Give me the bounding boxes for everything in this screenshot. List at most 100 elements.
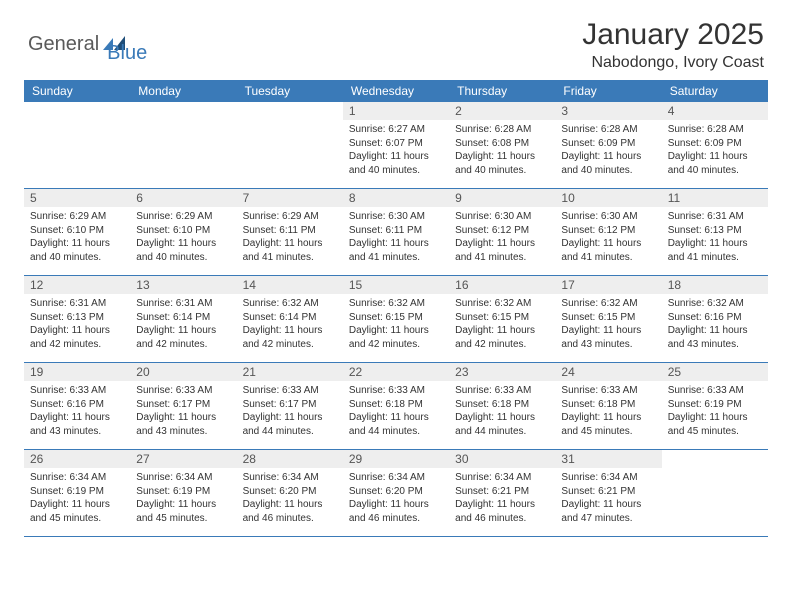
day-header: Saturday [662,80,768,102]
day-cell: 1Sunrise: 6:27 AMSunset: 6:07 PMDaylight… [343,102,449,188]
day-details: Sunrise: 6:29 AMSunset: 6:10 PMDaylight:… [130,207,236,268]
day-details: Sunrise: 6:27 AMSunset: 6:07 PMDaylight:… [343,120,449,181]
day-number: 6 [130,189,236,207]
week-row: 5Sunrise: 6:29 AMSunset: 6:10 PMDaylight… [24,189,768,276]
week-row: 26Sunrise: 6:34 AMSunset: 6:19 PMDayligh… [24,450,768,537]
day-details: Sunrise: 6:33 AMSunset: 6:17 PMDaylight:… [237,381,343,442]
day-number: 1 [343,102,449,120]
day-cell: 17Sunrise: 6:32 AMSunset: 6:15 PMDayligh… [555,276,661,362]
day-details: Sunrise: 6:30 AMSunset: 6:12 PMDaylight:… [449,207,555,268]
day-details: Sunrise: 6:32 AMSunset: 6:16 PMDaylight:… [662,294,768,355]
day-number: 10 [555,189,661,207]
day-number: 29 [343,450,449,468]
weeks-container: 1Sunrise: 6:27 AMSunset: 6:07 PMDaylight… [24,102,768,537]
day-details: Sunrise: 6:34 AMSunset: 6:20 PMDaylight:… [237,468,343,529]
day-cell [237,102,343,188]
day-details: Sunrise: 6:34 AMSunset: 6:20 PMDaylight:… [343,468,449,529]
day-headers: SundayMondayTuesdayWednesdayThursdayFrid… [24,80,768,102]
day-number: 18 [662,276,768,294]
day-cell: 21Sunrise: 6:33 AMSunset: 6:17 PMDayligh… [237,363,343,449]
week-row: 19Sunrise: 6:33 AMSunset: 6:16 PMDayligh… [24,363,768,450]
day-cell: 29Sunrise: 6:34 AMSunset: 6:20 PMDayligh… [343,450,449,536]
day-details: Sunrise: 6:30 AMSunset: 6:12 PMDaylight:… [555,207,661,268]
day-number: 16 [449,276,555,294]
logo-text-general: General [28,33,99,56]
day-cell: 31Sunrise: 6:34 AMSunset: 6:21 PMDayligh… [555,450,661,536]
day-details: Sunrise: 6:28 AMSunset: 6:09 PMDaylight:… [662,120,768,181]
location: Nabodongo, Ivory Coast [582,54,764,72]
day-details: Sunrise: 6:34 AMSunset: 6:19 PMDaylight:… [24,468,130,529]
day-cell: 8Sunrise: 6:30 AMSunset: 6:11 PMDaylight… [343,189,449,275]
day-number: 9 [449,189,555,207]
day-cell: 19Sunrise: 6:33 AMSunset: 6:16 PMDayligh… [24,363,130,449]
day-number: 7 [237,189,343,207]
day-number: 28 [237,450,343,468]
logo: General Blue [28,18,147,65]
day-number: 5 [24,189,130,207]
day-details: Sunrise: 6:32 AMSunset: 6:15 PMDaylight:… [343,294,449,355]
day-details: Sunrise: 6:33 AMSunset: 6:16 PMDaylight:… [24,381,130,442]
day-number: 30 [449,450,555,468]
day-header: Tuesday [237,80,343,102]
day-cell: 6Sunrise: 6:29 AMSunset: 6:10 PMDaylight… [130,189,236,275]
day-number: 17 [555,276,661,294]
day-cell: 22Sunrise: 6:33 AMSunset: 6:18 PMDayligh… [343,363,449,449]
day-header: Friday [555,80,661,102]
day-number: 12 [24,276,130,294]
day-details: Sunrise: 6:31 AMSunset: 6:13 PMDaylight:… [24,294,130,355]
day-cell [662,450,768,536]
day-number: 8 [343,189,449,207]
day-details: Sunrise: 6:33 AMSunset: 6:18 PMDaylight:… [343,381,449,442]
day-number: 23 [449,363,555,381]
day-cell: 12Sunrise: 6:31 AMSunset: 6:13 PMDayligh… [24,276,130,362]
title-block: January 2025 Nabodongo, Ivory Coast [582,18,764,72]
day-number: 2 [449,102,555,120]
day-cell: 27Sunrise: 6:34 AMSunset: 6:19 PMDayligh… [130,450,236,536]
day-details: Sunrise: 6:33 AMSunset: 6:17 PMDaylight:… [130,381,236,442]
day-details: Sunrise: 6:33 AMSunset: 6:18 PMDaylight:… [555,381,661,442]
day-cell: 20Sunrise: 6:33 AMSunset: 6:17 PMDayligh… [130,363,236,449]
day-details: Sunrise: 6:31 AMSunset: 6:14 PMDaylight:… [130,294,236,355]
day-header: Sunday [24,80,130,102]
day-cell: 25Sunrise: 6:33 AMSunset: 6:19 PMDayligh… [662,363,768,449]
day-cell: 30Sunrise: 6:34 AMSunset: 6:21 PMDayligh… [449,450,555,536]
day-cell: 23Sunrise: 6:33 AMSunset: 6:18 PMDayligh… [449,363,555,449]
day-number: 3 [555,102,661,120]
day-details: Sunrise: 6:34 AMSunset: 6:21 PMDaylight:… [449,468,555,529]
day-cell: 14Sunrise: 6:32 AMSunset: 6:14 PMDayligh… [237,276,343,362]
day-number: 26 [24,450,130,468]
day-details: Sunrise: 6:34 AMSunset: 6:19 PMDaylight:… [130,468,236,529]
day-number: 27 [130,450,236,468]
day-cell [24,102,130,188]
day-header: Monday [130,80,236,102]
day-details: Sunrise: 6:30 AMSunset: 6:11 PMDaylight:… [343,207,449,268]
day-cell: 5Sunrise: 6:29 AMSunset: 6:10 PMDaylight… [24,189,130,275]
day-number: 25 [662,363,768,381]
day-number: 19 [24,363,130,381]
day-details: Sunrise: 6:32 AMSunset: 6:14 PMDaylight:… [237,294,343,355]
day-number: 22 [343,363,449,381]
day-cell: 2Sunrise: 6:28 AMSunset: 6:08 PMDaylight… [449,102,555,188]
week-row: 12Sunrise: 6:31 AMSunset: 6:13 PMDayligh… [24,276,768,363]
header: General Blue January 2025 Nabodongo, Ivo… [0,0,792,80]
day-cell: 4Sunrise: 6:28 AMSunset: 6:09 PMDaylight… [662,102,768,188]
day-cell: 28Sunrise: 6:34 AMSunset: 6:20 PMDayligh… [237,450,343,536]
day-number: 24 [555,363,661,381]
day-details: Sunrise: 6:29 AMSunset: 6:11 PMDaylight:… [237,207,343,268]
day-details: Sunrise: 6:28 AMSunset: 6:09 PMDaylight:… [555,120,661,181]
day-details: Sunrise: 6:29 AMSunset: 6:10 PMDaylight:… [24,207,130,268]
day-number: 4 [662,102,768,120]
day-cell: 15Sunrise: 6:32 AMSunset: 6:15 PMDayligh… [343,276,449,362]
day-cell: 26Sunrise: 6:34 AMSunset: 6:19 PMDayligh… [24,450,130,536]
day-details: Sunrise: 6:28 AMSunset: 6:08 PMDaylight:… [449,120,555,181]
day-number: 11 [662,189,768,207]
logo-text-blue: Blue [107,42,147,65]
day-details: Sunrise: 6:33 AMSunset: 6:19 PMDaylight:… [662,381,768,442]
day-details: Sunrise: 6:32 AMSunset: 6:15 PMDaylight:… [449,294,555,355]
day-number: 14 [237,276,343,294]
day-number: 21 [237,363,343,381]
day-number: 15 [343,276,449,294]
day-cell: 10Sunrise: 6:30 AMSunset: 6:12 PMDayligh… [555,189,661,275]
calendar: SundayMondayTuesdayWednesdayThursdayFrid… [0,80,792,537]
day-cell: 7Sunrise: 6:29 AMSunset: 6:11 PMDaylight… [237,189,343,275]
